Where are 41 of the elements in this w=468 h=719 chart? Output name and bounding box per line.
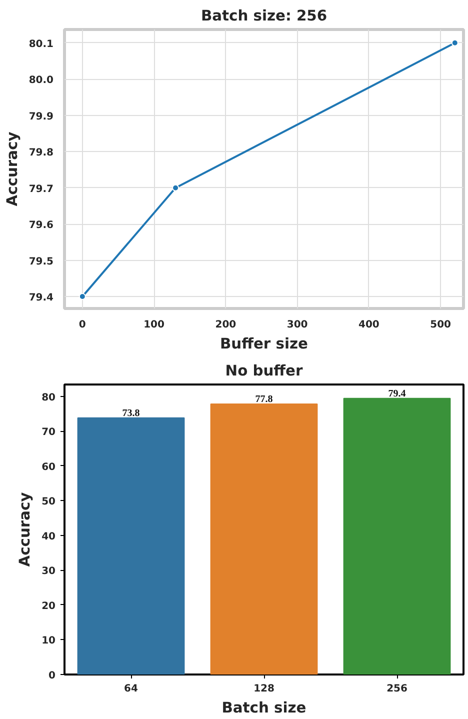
y-tick-label: 79.6 (28, 220, 54, 232)
x-tick-label: 300 (286, 320, 308, 330)
y-tick-label: 70 (42, 427, 56, 438)
y-tick-label: 79.8 (28, 148, 54, 159)
x-tick-label: 0 (78, 320, 86, 330)
x-tick-label: 64 (124, 684, 138, 694)
y-tick-label: 79.7 (28, 184, 54, 195)
y-tick-label: 60 (42, 462, 56, 473)
y-tick-label: 80.0 (28, 75, 54, 86)
y-tick-label: 80 (42, 392, 56, 404)
x-tick-label: 500 (430, 320, 452, 330)
point (172, 184, 180, 192)
y-tick-label: 79.9 (28, 111, 54, 122)
y-tick-label: 79.5 (28, 256, 54, 268)
point (451, 39, 458, 46)
bar (343, 398, 451, 674)
y-axis-title: Accuracy (4, 131, 21, 206)
y-tick-label: 80.1 (28, 38, 54, 50)
y-tick-label: 79.4 (28, 292, 54, 304)
y-tick-label: 20 (42, 600, 56, 612)
y-tick-label: 10 (42, 636, 56, 647)
y-tick-label: 40 (42, 531, 56, 542)
x-axis-title: Buffer size (220, 336, 308, 352)
y-tick-label: 0 (48, 670, 56, 682)
x-tick-label: 400 (358, 320, 380, 330)
point (78, 293, 86, 300)
bar (77, 417, 185, 674)
x-tick-label: 100 (144, 320, 165, 330)
x-tick-label: 128 (254, 684, 274, 694)
chart-title: Batch size: 256 (200, 8, 328, 24)
x-axis-title: Batch size (222, 700, 306, 716)
y-tick-label: 30 (42, 566, 56, 578)
data-label: 73.8 (122, 408, 140, 419)
bar (210, 403, 318, 674)
data-label: 77.8 (255, 394, 273, 405)
data-label: 79.4 (388, 388, 406, 400)
y-axis-title: Accuracy (16, 492, 34, 567)
y-tick-label: 50 (42, 496, 56, 508)
chart-title: No buffer (225, 362, 304, 380)
x-tick-label: 256 (386, 684, 408, 694)
x-tick-label: 200 (215, 320, 236, 330)
